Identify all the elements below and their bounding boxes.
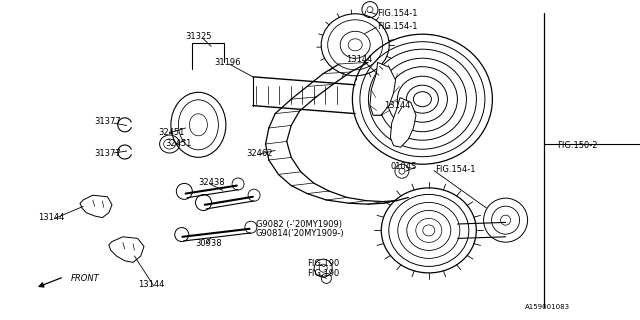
Text: FIG.154-1: FIG.154-1 <box>435 165 476 174</box>
Text: 30938: 30938 <box>195 239 222 248</box>
Text: FIG.190: FIG.190 <box>307 260 339 268</box>
Text: 32451: 32451 <box>159 128 185 137</box>
Text: A159001083: A159001083 <box>525 304 570 310</box>
Text: FIG.190: FIG.190 <box>307 269 339 278</box>
Polygon shape <box>390 98 416 147</box>
Text: 32462: 32462 <box>246 149 273 158</box>
Text: 31325: 31325 <box>185 32 212 41</box>
Text: 13144: 13144 <box>38 213 65 222</box>
Text: 13144: 13144 <box>138 280 164 289</box>
Text: FIG.154-1: FIG.154-1 <box>378 9 418 18</box>
Text: FIG.154-1: FIG.154-1 <box>378 22 418 31</box>
Text: 31377: 31377 <box>95 117 122 126</box>
Text: G9082 (-’20MY1909): G9082 (-’20MY1909) <box>256 220 342 228</box>
Text: 31196: 31196 <box>214 58 241 67</box>
Text: 0104S: 0104S <box>390 162 417 171</box>
Text: 32451: 32451 <box>165 140 191 148</box>
Text: FRONT: FRONT <box>70 274 99 283</box>
Polygon shape <box>109 237 144 262</box>
Text: 32438: 32438 <box>198 178 225 187</box>
Text: 13144: 13144 <box>384 101 410 110</box>
Text: G90814(’20MY1909-): G90814(’20MY1909-) <box>256 229 344 238</box>
Text: 31377: 31377 <box>95 149 122 158</box>
Text: 13144: 13144 <box>346 55 372 64</box>
Polygon shape <box>370 62 396 115</box>
Polygon shape <box>80 195 112 218</box>
Text: FIG.150-2: FIG.150-2 <box>557 141 597 150</box>
